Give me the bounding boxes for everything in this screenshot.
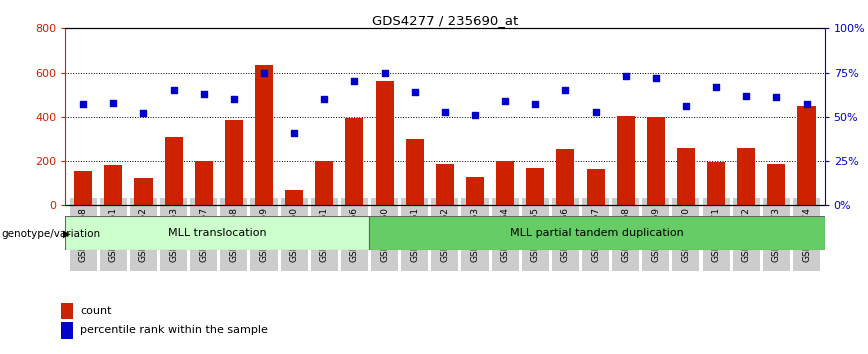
Point	[227, 96, 240, 102]
Point	[197, 91, 211, 97]
Bar	[61, 322, 73, 339]
Point	[498, 98, 512, 104]
Bar	[677, 148, 695, 205]
Bar	[135, 178, 153, 205]
Point	[378, 70, 391, 75]
Text: MLL partial tandem duplication: MLL partial tandem duplication	[510, 228, 684, 238]
Point	[529, 102, 542, 107]
Bar	[255, 65, 273, 205]
Bar	[496, 161, 514, 205]
Point	[287, 130, 301, 136]
Point	[347, 79, 361, 84]
Bar	[315, 161, 333, 205]
Bar	[466, 177, 484, 205]
Point	[408, 89, 422, 95]
Point	[167, 87, 181, 93]
Bar	[737, 148, 755, 205]
Bar	[707, 162, 725, 205]
Bar	[405, 139, 424, 205]
Bar	[767, 164, 786, 205]
Point	[257, 70, 271, 75]
Bar	[798, 106, 816, 205]
Bar	[65, 216, 369, 250]
Bar	[526, 168, 544, 205]
Point	[318, 96, 332, 102]
Point	[769, 95, 783, 100]
Point	[679, 103, 693, 109]
Point	[136, 110, 150, 116]
Bar	[74, 171, 92, 205]
Bar	[376, 81, 393, 205]
Point	[437, 109, 451, 114]
Bar	[104, 166, 122, 205]
Bar	[61, 303, 73, 319]
Text: ▶: ▶	[62, 229, 70, 239]
Point	[649, 75, 663, 81]
Bar	[285, 190, 303, 205]
Point	[107, 100, 121, 105]
Bar	[225, 120, 243, 205]
Point	[740, 93, 753, 98]
Point	[799, 102, 813, 107]
Bar	[345, 118, 364, 205]
Point	[558, 87, 572, 93]
Bar	[369, 216, 825, 250]
Bar	[436, 164, 454, 205]
Text: genotype/variation: genotype/variation	[2, 229, 101, 239]
Point	[709, 84, 723, 90]
Bar	[194, 161, 213, 205]
Bar	[616, 116, 635, 205]
Text: count: count	[81, 306, 112, 316]
Point	[76, 102, 90, 107]
Title: GDS4277 / 235690_at: GDS4277 / 235690_at	[372, 14, 518, 27]
Bar	[587, 169, 605, 205]
Point	[619, 73, 633, 79]
Text: percentile rank within the sample: percentile rank within the sample	[81, 325, 268, 336]
Point	[589, 109, 602, 114]
Bar	[556, 149, 575, 205]
Point	[468, 112, 482, 118]
Text: MLL translocation: MLL translocation	[168, 228, 266, 238]
Bar	[165, 137, 182, 205]
Bar	[647, 117, 665, 205]
